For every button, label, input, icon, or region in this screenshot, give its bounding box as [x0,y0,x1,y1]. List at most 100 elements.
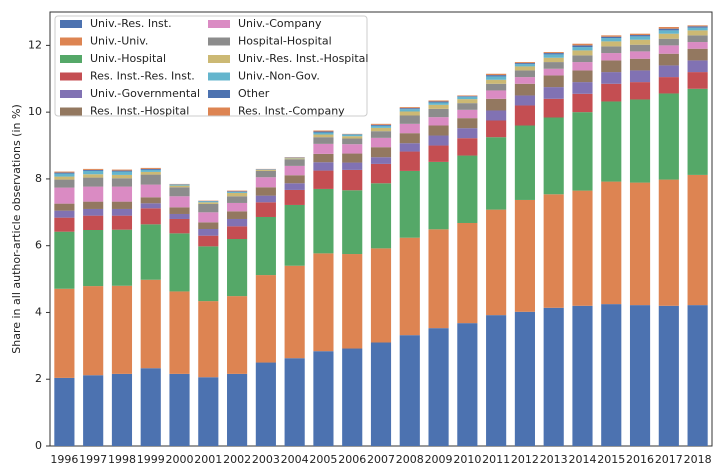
bar-segment [515,312,535,446]
bar-segment [313,171,333,189]
bar-segment [601,35,621,36]
bar-segment [400,335,420,446]
bar-segment [688,72,708,89]
bar-segment [630,51,650,58]
bar-segment [227,192,247,193]
bar-segment [112,202,132,209]
bar-segment [688,175,708,305]
x-tick-label: 2004 [281,453,309,464]
bar-segment [256,171,276,177]
bar-segment [428,136,448,146]
legend-label: Res. Inst.-Res. Inst. [90,70,195,83]
bar-segment [601,72,621,84]
bar-segment [572,70,592,82]
bar-segment [83,375,103,446]
bar-segment [141,208,161,224]
y-tick-label: 0 [35,439,42,452]
bar-segment [400,133,420,143]
bar-segment [198,236,218,247]
bar-segment [601,41,621,46]
legend-label: Res. Inst.-Hospital [90,105,189,118]
bar-segment [285,205,305,266]
bar-segment [572,94,592,112]
bar-segment [544,99,564,118]
bar-segment [515,84,535,96]
y-tick-label: 10 [28,105,42,118]
bar-segment [112,171,132,172]
bar-segment [198,246,218,301]
bar-segment [515,95,535,105]
bar-segment [630,45,650,52]
bar-segment [371,157,391,164]
bar-segment [659,65,679,77]
bar-segment [227,219,247,226]
bar-segment [572,45,592,47]
bar-segment [486,137,506,209]
bar-segment [572,55,592,62]
x-tick-label: 2013 [540,453,568,464]
bar-segment [342,349,362,446]
bar-segment [688,25,708,26]
x-tick-label: 2016 [626,453,654,464]
legend-label: Univ.-Univ. [90,35,148,48]
legend-label: Hospital-Hospital [238,35,332,48]
bar-segment [256,363,276,446]
bar-segment [544,69,564,76]
bar-segment [227,211,247,219]
bar-segment [630,183,650,306]
bar-segment [342,170,362,190]
legend-swatch [208,55,230,63]
bar-segment [198,377,218,446]
bar-segment [515,126,535,200]
bar-segment [544,308,564,446]
y-tick-label: 12 [28,38,42,51]
bar-segment [54,173,74,174]
bar-segment [54,174,74,177]
bar-segment [112,170,132,171]
bar-segment [313,253,333,351]
bar-segment [169,185,189,186]
bar-segment [342,144,362,153]
bar-segment [659,93,679,179]
bar-segment [342,139,362,145]
legend-swatch [208,73,230,81]
x-tick-label: 2017 [655,453,683,464]
bar-segment [112,178,132,186]
bar-segment [601,60,621,72]
bar-segment [112,216,132,230]
bar-segment [515,63,535,64]
bar-segment [544,52,564,53]
bar-segment [342,190,362,254]
bar-segment [486,74,506,75]
legend-swatch [208,38,230,46]
bar-segment [313,132,333,133]
x-tick-label: 2007 [367,453,395,464]
x-tick-label: 2010 [453,453,481,464]
bar-segment [227,191,247,192]
bar-segment [688,30,708,35]
bar-segment [141,168,161,169]
bar-segment [371,138,391,147]
bar-segment [83,202,103,209]
bar-segment [659,34,679,39]
bar-segment [428,328,448,446]
bar-segment [256,275,276,362]
bar-segment [601,53,621,60]
bar-segment [227,203,247,211]
bar-segment [198,229,218,236]
bar-segment [285,166,305,175]
bar-segment [141,170,161,172]
bar-segment [688,89,708,175]
bar-segment [83,209,103,216]
bar-segment [227,226,247,239]
bar-segment [428,105,448,109]
bar-segment [285,175,305,183]
bar-segment [659,306,679,446]
bar-segment [428,100,448,101]
bar-segment [256,177,276,187]
legend-swatch [60,55,82,63]
bar-segment [572,82,592,94]
bar-segment [141,368,161,446]
bar-segment [515,200,535,312]
bar-segment [457,110,477,118]
